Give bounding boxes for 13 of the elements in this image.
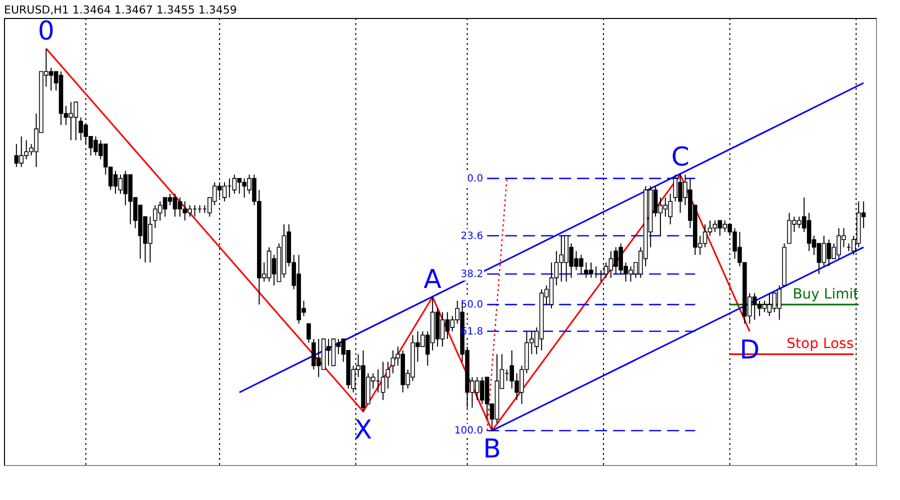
series-label: Buy Limit: [792, 286, 860, 303]
series-label: 23.6: [460, 230, 484, 242]
series-label: 38.2: [460, 268, 484, 280]
series-label: 100.0: [454, 426, 484, 437]
annotation: X: [354, 416, 372, 446]
candlestick: [306, 323, 311, 344]
text: 0: [38, 16, 54, 47]
annotation: C: [671, 142, 690, 173]
series-label: 0.0: [467, 173, 484, 184]
annotation: A: [424, 264, 442, 295]
chart-title: EURUSD,H1 1.3464 1.3467 1.3455 1.3459: [4, 4, 237, 16]
series-label: Stop Loss: [786, 336, 854, 352]
text: B: [483, 434, 501, 465]
